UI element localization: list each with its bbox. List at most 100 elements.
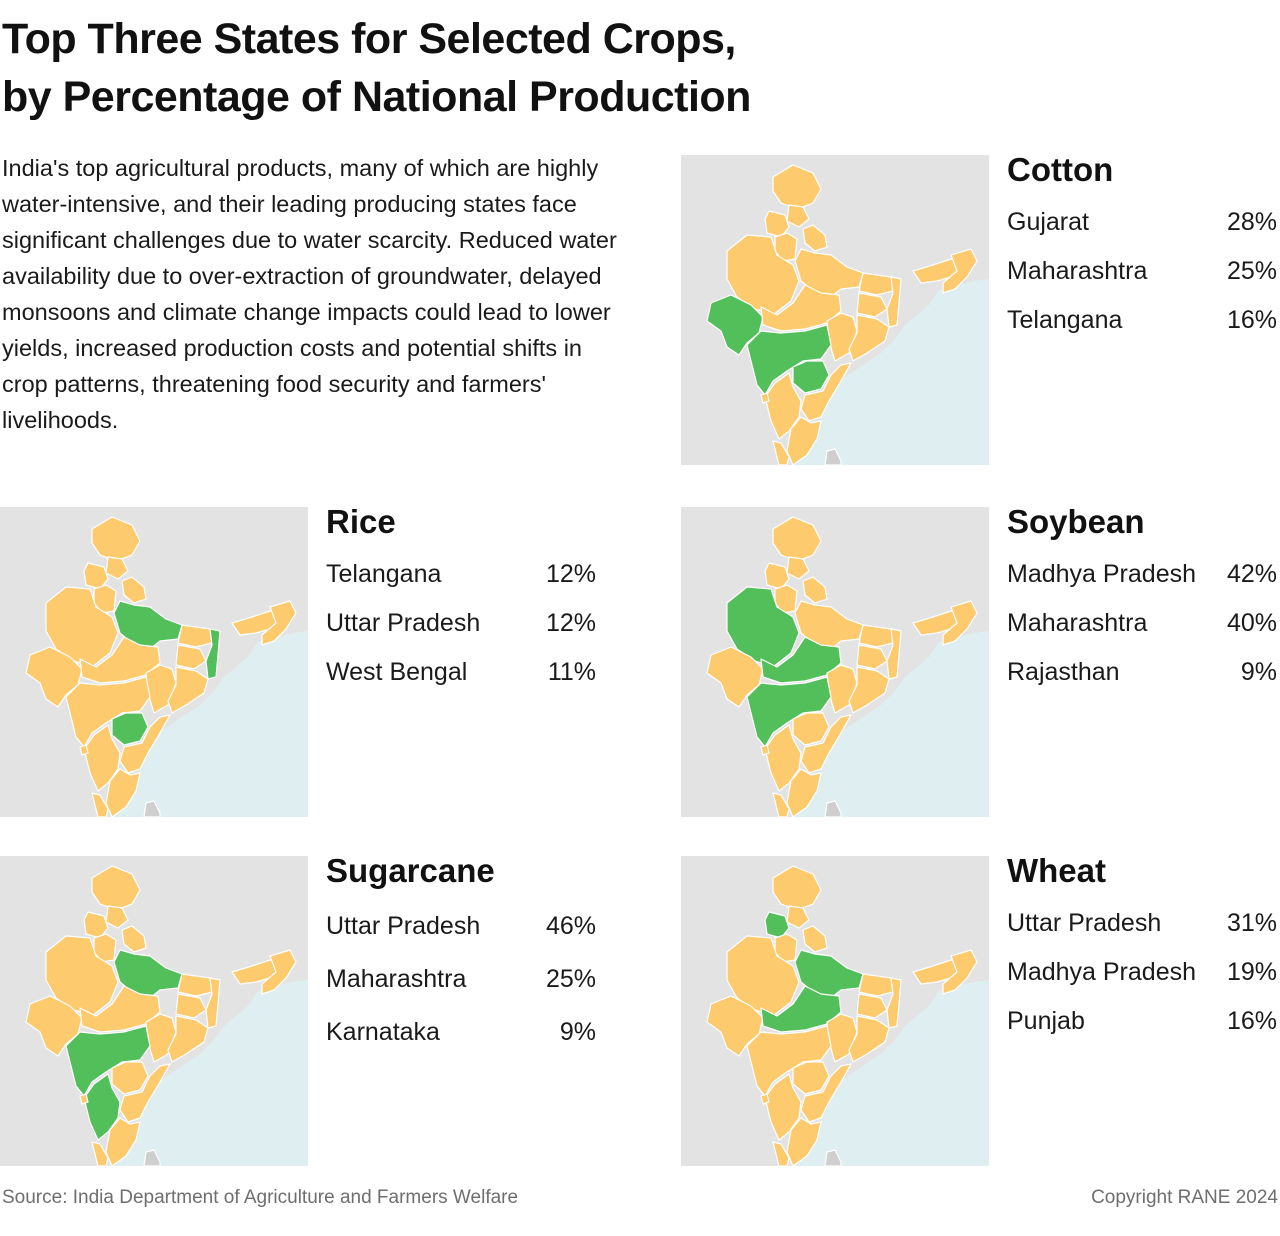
state-shape-tamil-nadu: [105, 768, 141, 817]
state-shape-madhya-pradesh: [79, 636, 161, 684]
state-shape-telangana: [111, 712, 149, 746]
state-shape-northeast: [261, 949, 297, 995]
india-map-svg: [681, 856, 989, 1166]
state-shape-bihar: [177, 624, 213, 648]
state-percentage: 9%: [1240, 658, 1277, 686]
state-shape-odisha: [848, 1015, 890, 1063]
state-name: Rajasthan: [1007, 658, 1120, 686]
state-shape-madhya-pradesh: [760, 985, 842, 1033]
state-shape-odisha: [167, 666, 209, 714]
state-shape-himachal: [786, 556, 810, 580]
map-rice: [0, 507, 308, 817]
state-name: Maharashtra: [326, 965, 467, 993]
state-shape-goa: [79, 744, 89, 756]
page-title: Top Three States for Selected Crops, by …: [2, 10, 902, 126]
state-shape-gujarat: [706, 294, 764, 356]
state-shape-west-bengal: [205, 977, 221, 1029]
state-percentage: 9%: [559, 1018, 596, 1046]
state-shape-jharkhand: [175, 993, 207, 1019]
state-name: Telangana: [1007, 306, 1123, 334]
state-shape-tamil-nadu: [786, 768, 822, 817]
state-shape-jammu-kashmir: [772, 164, 822, 210]
state-shape-jammu-kashmir: [91, 516, 141, 562]
state-shape-kerala: [91, 1141, 109, 1166]
state-shape-tamil-nadu: [786, 1117, 822, 1166]
state-shape-andhra-pradesh: [800, 1063, 852, 1123]
state-shape-northeast: [942, 600, 978, 646]
state-shape-goa: [760, 392, 770, 404]
crop-title-cotton: Cotton: [1007, 151, 1114, 188]
state-percentage: 31%: [1226, 909, 1277, 937]
state-shape-uttarakhand: [802, 224, 828, 252]
state-percentage: 19%: [1226, 958, 1277, 986]
crop-title-sugarcane: Sugarcane: [326, 852, 495, 889]
state-shape-northeast: [261, 600, 297, 646]
state-percentage: 28%: [1226, 208, 1277, 236]
state-shape-northeast: [942, 248, 978, 294]
state-percentage: 46%: [545, 912, 596, 940]
state-percentage: 42%: [1226, 560, 1277, 588]
state-shape-bihar: [177, 973, 213, 997]
state-shape-sri-lanka: [824, 448, 842, 465]
state-name: Maharashtra: [1007, 257, 1148, 285]
state-shape-jammu-kashmir: [772, 865, 822, 911]
state-shape-karnataka: [83, 1073, 121, 1141]
state-shape-kerala: [772, 1141, 790, 1166]
state-shape-sri-lanka: [824, 800, 842, 817]
state-shape-rajasthan: [726, 935, 800, 1017]
state-shape-uttarakhand: [121, 925, 147, 953]
state-shape-kerala: [91, 792, 109, 817]
state-shape-jharkhand: [175, 644, 207, 670]
state-percentage: 12%: [545, 609, 596, 637]
state-shape-bihar: [858, 272, 894, 296]
state-shape-andhra-pradesh: [800, 714, 852, 774]
state-name: Madhya Pradesh: [1007, 560, 1197, 588]
state-shape-jammu-kashmir: [91, 865, 141, 911]
state-percentage: 16%: [1226, 1007, 1277, 1035]
state-name: Gujarat: [1007, 208, 1089, 236]
state-name: Karnataka: [326, 1018, 440, 1046]
crop-title-rice: Rice: [326, 503, 396, 540]
state-shape-telangana: [792, 712, 830, 746]
state-shape-west-bengal: [205, 628, 221, 680]
state-shape-telangana: [792, 360, 830, 394]
state-percentage: 11%: [547, 658, 596, 686]
state-percentage: 40%: [1226, 609, 1277, 637]
state-percentage: 25%: [1226, 257, 1277, 285]
state-shape-rajasthan: [45, 935, 119, 1017]
india-map-svg: [681, 155, 989, 465]
crop-title-soybean: Soybean: [1007, 503, 1145, 540]
source-note: Source: India Department of Agriculture …: [2, 1187, 519, 1208]
state-percentage: 16%: [1226, 306, 1277, 334]
state-shape-odisha: [848, 314, 890, 362]
state-shape-andhra-pradesh: [119, 1063, 171, 1123]
state-shape-madhya-pradesh: [760, 636, 842, 684]
state-shape-telangana: [111, 1061, 149, 1095]
state-shape-himachal: [786, 905, 810, 929]
state-shape-goa: [760, 1093, 770, 1105]
state-shape-jammu-kashmir: [772, 516, 822, 562]
state-shape-west-bengal: [886, 276, 902, 328]
state-shape-sri-lanka: [824, 1149, 842, 1166]
state-shape-himachal: [105, 556, 129, 580]
state-shape-gujarat: [25, 646, 83, 708]
state-percentage: 12%: [545, 560, 596, 588]
state-shape-sri-lanka: [143, 800, 161, 817]
india-map-svg: [681, 507, 989, 817]
state-shape-bihar: [858, 624, 894, 648]
state-shape-andhra-pradesh: [800, 362, 852, 422]
state-name: Maharashtra: [1007, 609, 1148, 637]
state-name: West Bengal: [326, 658, 468, 686]
state-shape-jharkhand: [856, 292, 888, 318]
map-sugarcane: [0, 856, 308, 1166]
state-shape-tamil-nadu: [786, 416, 822, 465]
state-shape-northeast: [942, 949, 978, 995]
state-shape-karnataka: [764, 372, 802, 440]
intro-paragraph: India's top agricultural products, many …: [2, 155, 617, 433]
state-shape-west-bengal: [886, 628, 902, 680]
state-shape-telangana: [792, 1061, 830, 1095]
state-shape-uttarakhand: [802, 925, 828, 953]
state-shape-gujarat: [25, 995, 83, 1057]
state-shape-tamil-nadu: [105, 1117, 141, 1166]
state-name: Uttar Pradesh: [1007, 909, 1162, 937]
